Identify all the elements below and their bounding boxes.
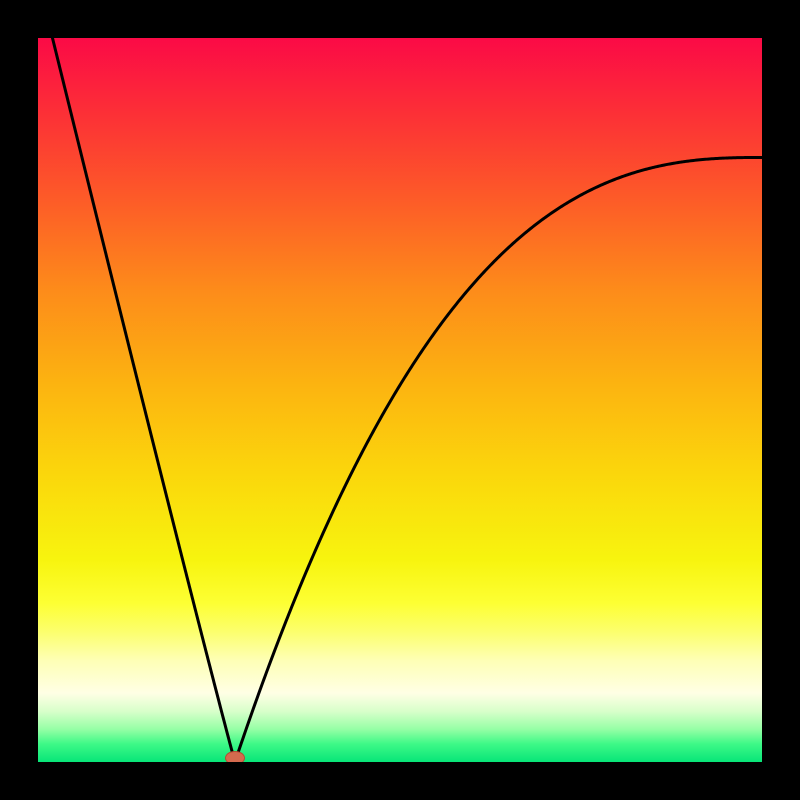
plot-area <box>38 38 762 762</box>
axis-bottom <box>0 762 800 800</box>
curve-svg <box>38 38 762 762</box>
axis-top <box>0 0 800 38</box>
axis-right <box>762 0 800 800</box>
axis-left <box>0 0 38 800</box>
bottleneck-curve <box>52 38 762 762</box>
chart-frame: TheBottleneck.com <box>0 0 800 800</box>
